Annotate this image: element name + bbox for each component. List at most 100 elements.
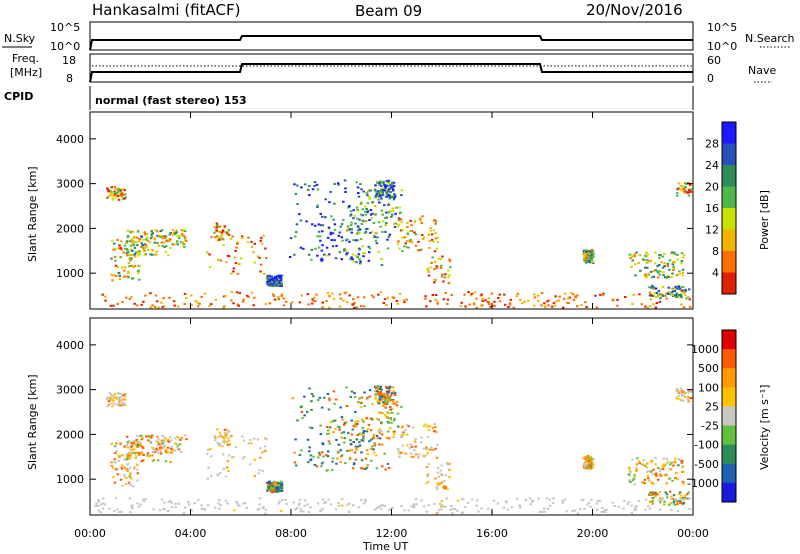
echo-pixel [624, 296, 627, 298]
echo-pixel [592, 253, 595, 256]
echo-pixel [365, 208, 368, 210]
echo-pixel [294, 438, 297, 441]
echo-pixel [400, 435, 403, 437]
echo-pixel [217, 237, 220, 239]
echo-pixel [571, 510, 574, 512]
echo-pixel [438, 502, 442, 505]
colorbar-tick-label: 500 [698, 362, 719, 375]
echo-pixel [420, 248, 423, 251]
echo-pixel [332, 390, 336, 393]
echo-pixel [164, 451, 168, 453]
echo-pixel [375, 193, 379, 195]
echo-pixel [123, 458, 126, 461]
echo-pixel [382, 189, 385, 192]
echo-pixel [170, 451, 173, 454]
echo-pixel [278, 274, 281, 277]
echo-pixel [110, 393, 113, 396]
echo-pixel [540, 304, 543, 307]
echo-pixel [390, 392, 394, 395]
colorbar-tick-label: 28 [705, 138, 719, 151]
echo-pixel [163, 501, 166, 504]
echo-pixel [308, 450, 311, 453]
echo-pixel [319, 239, 322, 242]
echo-pixel [264, 303, 268, 306]
echo-pixel [113, 256, 117, 259]
echo-pixel [475, 297, 478, 300]
echo-pixel [679, 497, 682, 500]
echo-pixel [448, 462, 451, 465]
echo-pixel [138, 278, 141, 281]
echo-pixel [113, 190, 116, 193]
echo-pixel [405, 246, 409, 249]
echo-pixel [477, 510, 480, 513]
echo-pixel [436, 484, 440, 487]
echo-pixel [378, 432, 381, 434]
echo-pixel [467, 291, 470, 294]
echo-pixel [330, 215, 333, 218]
echo-pixel [131, 241, 135, 243]
echo-pixel [648, 286, 651, 289]
echo-pixel [138, 452, 141, 455]
echo-pixel [543, 306, 547, 308]
echo-pixel [662, 463, 666, 466]
echo-pixel [319, 224, 322, 227]
echo-pixel [481, 299, 484, 302]
echo-pixel [269, 284, 273, 287]
echo-pixel [374, 232, 377, 235]
echo-pixel [611, 298, 615, 301]
echo-pixel [443, 480, 446, 483]
echo-pixel [349, 443, 353, 446]
echo-pixel [296, 203, 299, 206]
echo-pixel [589, 467, 593, 470]
echo-pixel [584, 301, 587, 304]
echo-pixel [386, 387, 389, 390]
echo-pixel [645, 276, 648, 279]
echo-pixel [498, 300, 502, 303]
colorbar-swatch [722, 406, 736, 427]
echo-pixel [580, 304, 583, 306]
echo-pixel [316, 235, 319, 238]
echo-pixel [489, 305, 492, 308]
echo-pixel [644, 498, 648, 501]
echo-pixel [136, 244, 139, 247]
echo-pixel [353, 301, 356, 304]
echo-pixel [363, 391, 366, 394]
echo-pixel [661, 266, 665, 269]
echo-pixel [543, 511, 546, 513]
echo-pixel [265, 438, 268, 441]
echo-pixel [335, 244, 338, 247]
colorbar-swatch [722, 208, 736, 230]
echo-pixel [582, 498, 585, 501]
echo-pixel [497, 297, 500, 299]
echo-pixel [138, 252, 142, 255]
echo-pixel [381, 443, 384, 446]
echo-pixel [345, 301, 349, 304]
echo-pixel [370, 230, 374, 233]
echo-pixel [469, 294, 473, 297]
echo-pixel [435, 266, 439, 269]
echo-pixel [137, 269, 140, 272]
echo-pixel [218, 225, 222, 228]
echo-pixel [523, 300, 526, 303]
echo-pixel [386, 462, 390, 465]
echo-pixel [377, 293, 380, 296]
echo-pixel [110, 461, 113, 464]
echo-pixel [392, 433, 396, 436]
echo-pixel [310, 400, 313, 403]
echo-pixel [389, 191, 392, 194]
echo-pixel [206, 504, 210, 507]
echo-pixel [328, 399, 331, 402]
echo-pixel [103, 503, 106, 506]
echo-pixel [311, 298, 314, 301]
freq-trace [89, 63, 693, 83]
echo-pixel [392, 198, 396, 201]
echo-pixel [124, 393, 127, 396]
echo-pixel [262, 506, 265, 509]
echo-pixel [350, 449, 353, 452]
echo-pixel [414, 445, 417, 448]
echo-pixel [412, 503, 416, 506]
echo-pixel [586, 260, 590, 263]
echo-pixel [374, 387, 378, 390]
echo-pixel [586, 503, 589, 506]
